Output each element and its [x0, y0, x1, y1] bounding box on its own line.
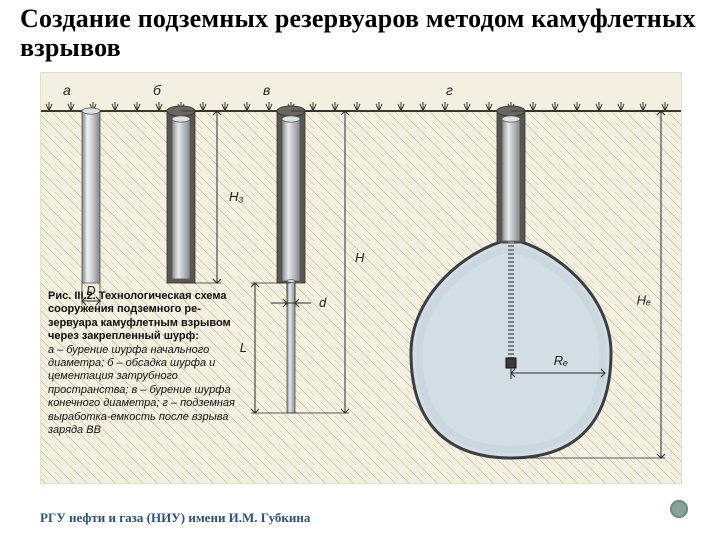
- svg-text:H₃: H₃: [229, 189, 244, 204]
- page-indicator: [670, 500, 688, 518]
- svg-text:Rₑ: Rₑ: [554, 353, 568, 368]
- svg-text:H: H: [355, 250, 365, 265]
- svg-text:d: d: [319, 295, 327, 310]
- caption-head: Рис. III.2. Технологическая схе­ма соору…: [48, 290, 231, 342]
- svg-text:г: г: [446, 82, 453, 98]
- page-title: Создание подземных резервуаров методом к…: [20, 4, 700, 62]
- footer-text: РГУ нефти и газа (НИУ) имени И.М. Губкин…: [40, 510, 310, 526]
- svg-text:б: б: [153, 82, 162, 98]
- svg-text:Hₑ: Hₑ: [637, 293, 651, 308]
- svg-text:а: а: [63, 82, 71, 98]
- svg-text:в: в: [263, 82, 270, 98]
- svg-text:L: L: [240, 340, 247, 355]
- figure-caption: Рис. III.2. Технологическая схе­ма соору…: [48, 290, 236, 437]
